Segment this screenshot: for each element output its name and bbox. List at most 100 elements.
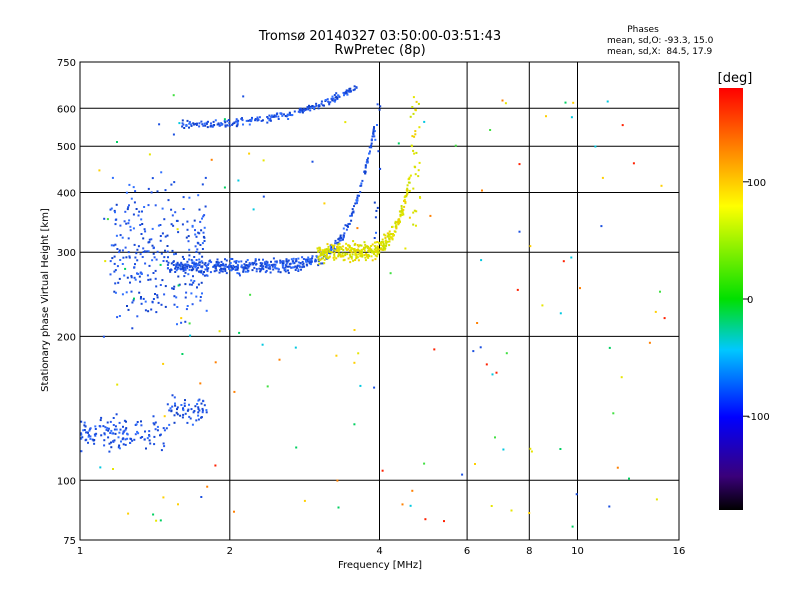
echo-point: [474, 463, 476, 465]
echo-point: [412, 149, 415, 152]
echo-point: [363, 254, 366, 257]
echo-point: [115, 413, 118, 416]
echo-point: [317, 257, 320, 260]
echo-point: [345, 89, 348, 92]
echo-point: [179, 414, 182, 417]
y-axis-label: Stationary phase Virtual Height [km]: [40, 208, 51, 392]
echo-point: [337, 506, 340, 509]
echo-point: [203, 226, 206, 229]
echo-point: [298, 265, 301, 268]
echo-point: [187, 273, 190, 276]
echo-point: [383, 248, 386, 251]
echo-point: [135, 252, 138, 255]
echo-point: [200, 281, 203, 284]
echo-point: [140, 218, 143, 221]
echo-point: [284, 270, 287, 273]
echo-point: [481, 189, 483, 192]
echo-point: [297, 270, 300, 272]
colorbar-tick-label: 100: [747, 178, 766, 189]
echo-point: [564, 101, 567, 104]
echo-point: [388, 244, 391, 247]
echo-point: [233, 390, 236, 393]
echo-point: [116, 248, 119, 250]
echo-point: [233, 121, 236, 124]
echo-point: [408, 216, 411, 219]
echo-point: [334, 239, 337, 242]
echo-point: [193, 265, 196, 268]
echo-point: [173, 253, 175, 256]
echo-point: [237, 260, 240, 263]
x-tick-label: 10: [571, 546, 584, 557]
echo-point: [562, 260, 565, 263]
echo-point: [373, 237, 376, 239]
echo-point: [369, 150, 371, 153]
echo-point: [144, 300, 147, 303]
echo-point: [100, 416, 103, 419]
echo-point: [411, 489, 414, 492]
echo-point: [132, 213, 135, 216]
echo-point: [338, 95, 341, 98]
echo-point: [124, 210, 127, 213]
echo-point: [505, 352, 508, 355]
echo-point: [223, 118, 226, 121]
echo-point: [342, 259, 345, 262]
echo-point: [413, 135, 416, 138]
echo-point: [140, 420, 142, 423]
echo-point: [87, 435, 90, 438]
echo-point: [254, 258, 257, 261]
echo-point: [378, 242, 381, 245]
echo-point: [225, 272, 228, 275]
echo-point: [180, 317, 183, 320]
echo-point: [220, 267, 223, 270]
echo-point: [186, 409, 189, 412]
echo-point: [209, 271, 212, 274]
echo-point: [344, 254, 347, 257]
echo-point: [204, 205, 207, 208]
echo-point: [235, 125, 238, 128]
echo-point: [152, 422, 155, 425]
echo-point: [169, 407, 172, 410]
echo-point: [148, 439, 151, 442]
echo-point: [166, 245, 169, 247]
echo-point: [173, 414, 176, 417]
echo-point: [196, 241, 199, 244]
echo-point: [198, 122, 201, 125]
echo-point: [357, 259, 360, 262]
echo-point: [381, 469, 384, 472]
echo-point: [118, 277, 121, 280]
echo-point: [334, 99, 337, 102]
echo-point: [198, 258, 201, 261]
echo-point: [545, 115, 547, 118]
echo-point: [169, 270, 172, 273]
echo-point: [594, 145, 597, 148]
echo-point: [139, 253, 142, 256]
echo-point: [247, 119, 250, 122]
echo-point: [259, 265, 262, 267]
echo-point: [319, 252, 322, 254]
echo-point: [351, 208, 354, 211]
echo-point: [118, 444, 121, 447]
echo-point: [286, 114, 289, 117]
echo-point: [182, 258, 185, 260]
echo-point: [347, 257, 350, 260]
echo-point: [182, 413, 185, 416]
echo-point: [184, 263, 187, 266]
echo-point: [279, 259, 282, 262]
echo-point: [154, 421, 157, 424]
echo-point: [207, 263, 209, 266]
echo-point: [172, 288, 175, 290]
echo-point: [288, 111, 291, 114]
echo-point: [559, 448, 562, 450]
echo-point: [357, 248, 359, 251]
echo-point: [197, 283, 200, 286]
echo-point: [177, 284, 180, 287]
x-tick-label: 8: [526, 546, 532, 557]
echo-point: [103, 444, 106, 447]
echo-point: [157, 224, 160, 227]
echo-point: [100, 434, 103, 437]
echo-point: [343, 232, 346, 235]
echo-point: [325, 256, 328, 259]
echo-point: [167, 261, 170, 264]
echo-point: [299, 262, 302, 265]
echo-point: [115, 428, 118, 431]
